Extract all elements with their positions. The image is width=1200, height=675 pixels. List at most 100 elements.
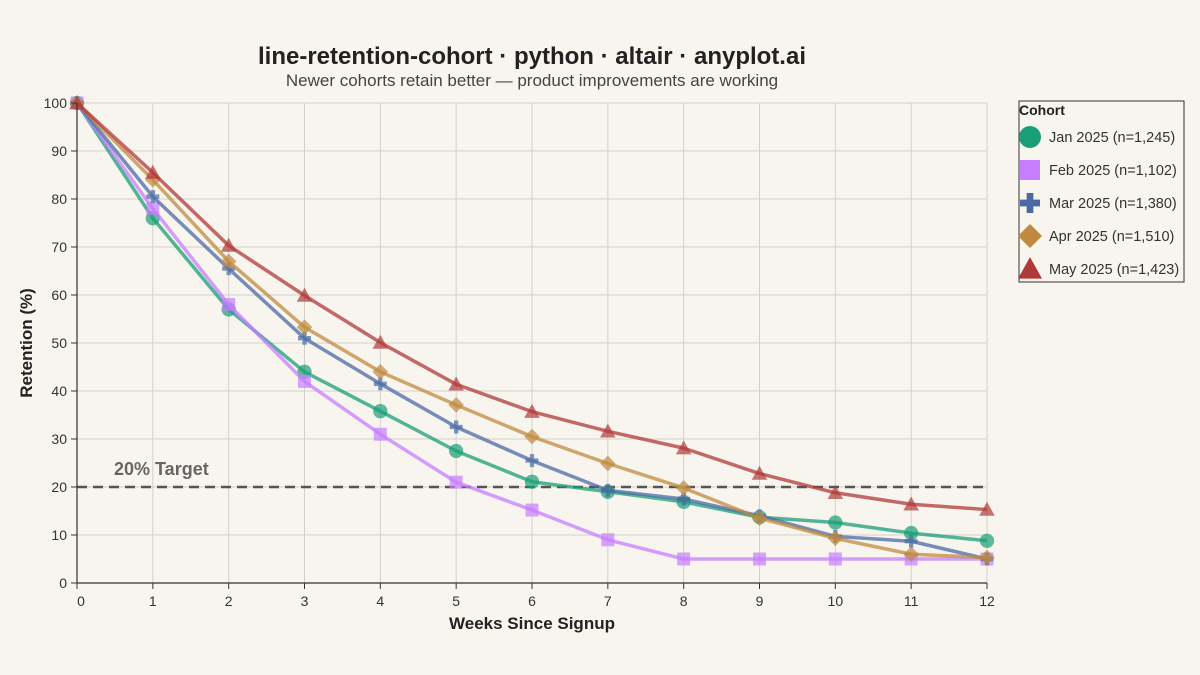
x-tick-label: 7 [604,593,612,609]
legend-label: May 2025 (n=1,423) [1049,262,1179,278]
data-point [145,164,161,179]
y-tick-label: 80 [51,191,67,207]
chart-title: line-retention-cohort · python · altair … [258,43,806,70]
y-axis-label: Retention (%) [17,288,36,398]
data-point [146,202,160,216]
data-point [298,331,311,345]
data-point [372,364,389,380]
data-point [903,546,919,562]
data-point [675,480,692,496]
x-tick-label: 3 [301,593,309,609]
legend-marker [1020,160,1040,180]
data-point [373,404,388,419]
data-point [448,376,464,391]
data-point [675,440,692,455]
data-point [753,552,766,566]
y-tick-label: 100 [44,95,68,111]
data-point [600,423,616,438]
y-tick-label: 70 [51,239,67,255]
x-tick-label: 11 [904,593,919,609]
data-point [373,427,387,441]
legend-marker [1019,126,1041,148]
series-group [69,95,995,566]
data-point [979,533,995,548]
legend: Cohort Jan 2025 (n=1,245) Feb 2025 (n=1,1… [1018,100,1185,283]
y-tick-label: 20 [51,479,67,495]
data-point [373,377,387,391]
data-point [525,454,539,468]
data-point [828,515,843,530]
data-point [449,475,463,489]
x-tick-label: 0 [77,593,85,609]
data-point [524,403,540,418]
data-point [296,287,313,302]
data-point [524,428,540,445]
data-point [677,492,691,506]
x-tick-label: 10 [828,593,844,609]
data-point [979,549,995,566]
data-point [525,503,539,517]
x-tick-label: 2 [225,593,233,609]
legend-item: Mar 2025 (n=1,380) [1020,193,1177,213]
data-point [220,237,237,252]
x-tick-label: 5 [452,593,460,609]
x-tick-label: 9 [756,593,764,609]
legend-label: Jan 2025 (n=1,245) [1049,130,1175,146]
data-point [601,533,615,547]
legend-item: Apr 2025 (n=1,510) [1018,224,1174,248]
x-tick-label: 12 [979,593,995,609]
legend-title: Cohort [1019,102,1065,118]
data-point [69,95,85,110]
data-point [222,298,236,312]
data-point [146,190,160,204]
data-point [904,525,919,541]
y-tick-label: 0 [59,575,67,591]
legend-item: May 2025 (n=1,423) [1018,257,1179,279]
data-point [448,397,464,413]
x-tick-label: 6 [528,593,536,609]
data-point [296,319,313,335]
data-point [751,510,768,526]
y-tick-label: 10 [51,527,67,543]
y-tick-label: 40 [51,383,67,399]
legend-marker [1018,257,1042,279]
chart-subtitle: Newer cohorts retain better — product im… [286,71,778,90]
data-point [145,172,161,188]
y-tick-label: 60 [51,287,67,303]
legend-marker [1020,193,1040,213]
data-point [751,465,768,480]
data-point [449,420,463,434]
data-point [903,496,919,511]
data-point [220,253,237,270]
series-diamond [69,95,995,566]
legend-box [1018,100,1185,283]
data-point [601,483,615,497]
data-point [979,501,995,516]
series-triangle [69,95,995,516]
data-point [449,443,464,459]
y-tick-label: 90 [51,143,67,159]
y-tick-label: 30 [51,431,67,447]
legend-item: Jan 2025 (n=1,245) [1019,126,1175,148]
data-point [372,334,389,349]
legend-label: Mar 2025 (n=1,380) [1049,196,1177,212]
legend-item: Feb 2025 (n=1,102) [1020,160,1177,180]
data-point [677,552,691,566]
x-axis-label: Weeks Since Signup [449,614,615,633]
data-point [827,484,844,499]
data-point [600,455,616,472]
y-tick-label: 50 [51,335,67,351]
reference-line-label: 20% Target [114,459,209,479]
legend-label: Feb 2025 (n=1,102) [1049,163,1177,179]
data-point [827,530,844,547]
legend-label: Apr 2025 (n=1,510) [1049,229,1174,245]
legend-marker [1018,224,1042,248]
data-point [828,552,842,566]
data-point [904,534,918,548]
x-tick-label: 4 [376,593,384,609]
x-tick-label: 8 [680,593,688,609]
data-point [298,374,311,388]
data-point [524,474,540,489]
